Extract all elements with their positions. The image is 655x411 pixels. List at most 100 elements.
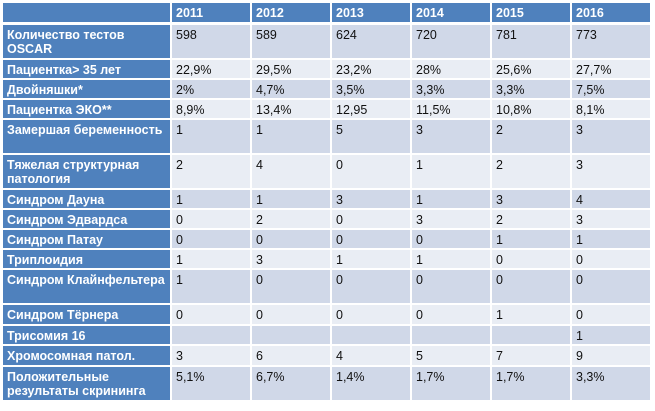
table-cell: 8,9% (172, 100, 252, 120)
year-header-2016: 2016 (572, 3, 652, 25)
table-cell: 4 (252, 155, 332, 190)
table-cell: 2% (172, 80, 252, 100)
table-row: Трисомия 16 1 (3, 326, 652, 346)
table-cell: 1 (412, 190, 492, 210)
table-row: Двойняшки* 2% 4,7% 3,5% 3,3% 3,3% 7,5% (3, 80, 652, 100)
table-cell: 0 (172, 230, 252, 250)
table-cell: 0 (252, 230, 332, 250)
table-cell: 2 (172, 155, 252, 190)
table-cell: 3 (492, 190, 572, 210)
table-cell: 5 (412, 346, 492, 367)
table-cell: 12,95 (332, 100, 412, 120)
table-row: Синдром Тёрнера 0 0 0 0 1 0 (3, 305, 652, 326)
table-row: Тяжелая структурная патология 2 4 0 1 2 … (3, 155, 652, 190)
table-cell: 3 (572, 210, 652, 230)
row-label: Пациентка> 35 лет (3, 60, 172, 80)
table-cell: 0 (172, 305, 252, 326)
table-cell: 589 (252, 25, 332, 60)
table-cell: 0 (572, 270, 652, 305)
row-label: Тяжелая структурная патология (3, 155, 172, 190)
year-header-2014: 2014 (412, 3, 492, 25)
table-row: Триплоидия 1 3 1 1 0 0 (3, 250, 652, 270)
table-cell: 1 (412, 250, 492, 270)
table-cell: 2 (492, 210, 572, 230)
screening-statistics-table: 2011 2012 2013 2014 2015 2016 Количество… (3, 3, 652, 402)
table-cell: 1 (332, 250, 412, 270)
table-cell: 1 (172, 250, 252, 270)
table-cell: 6 (252, 346, 332, 367)
table-cell: 7,5% (572, 80, 652, 100)
table-cell: 1 (572, 230, 652, 250)
table-cell: 6,7% (252, 367, 332, 402)
table-cell: 27,7% (572, 60, 652, 80)
year-header-2012: 2012 (252, 3, 332, 25)
table-cell: 0 (572, 305, 652, 326)
table-cell: 1,7% (492, 367, 572, 402)
table-cell: 0 (332, 270, 412, 305)
table-row: Пациентка> 35 лет 22,9% 29,5% 23,2% 28% … (3, 60, 652, 80)
table-row: Синдром Эдвардса 0 2 0 3 2 3 (3, 210, 652, 230)
table-cell: 3,3% (492, 80, 572, 100)
table-cell: 4,7% (252, 80, 332, 100)
table-cell: 3,3% (572, 367, 652, 402)
table-cell: 5 (332, 120, 412, 155)
table-cell: 1 (492, 305, 572, 326)
table-cell: 3,5% (332, 80, 412, 100)
table-cell: 0 (252, 270, 332, 305)
row-label: Количество тестов OSCAR (3, 25, 172, 60)
table-cell: 11,5% (412, 100, 492, 120)
table-row: Синдром Патау 0 0 0 0 1 1 (3, 230, 652, 250)
table-row: Замершая беременность 1 1 5 3 2 3 (3, 120, 652, 155)
table-cell: 10,8% (492, 100, 572, 120)
year-header-2013: 2013 (332, 3, 412, 25)
table-cell: 0 (332, 230, 412, 250)
table-row: Количество тестов OSCAR 598 589 624 720 … (3, 25, 652, 60)
table-cell: 598 (172, 25, 252, 60)
corner-cell (3, 3, 172, 25)
table-cell: 1 (572, 326, 652, 346)
table-cell: 0 (332, 305, 412, 326)
table-cell: 7 (492, 346, 572, 367)
table-cell: 2 (492, 155, 572, 190)
table-cell: 3 (572, 155, 652, 190)
year-header-2015: 2015 (492, 3, 572, 25)
row-label: Синдром Клайнфельтера (3, 270, 172, 305)
table-cell: 1 (252, 120, 332, 155)
table-row: Хромосомная патол. 3 6 4 5 7 9 (3, 346, 652, 367)
table-cell: 0 (412, 270, 492, 305)
row-label: Синдром Тёрнера (3, 305, 172, 326)
table-cell: 0 (492, 270, 572, 305)
table-cell: 0 (412, 230, 492, 250)
table-cell (332, 326, 412, 346)
table-cell: 29,5% (252, 60, 332, 80)
table-cell: 3 (412, 210, 492, 230)
table-row: Положительные результаты скрининга 5,1% … (3, 367, 652, 402)
table-cell: 3,3% (412, 80, 492, 100)
row-label: Положительные результаты скрининга (3, 367, 172, 402)
table-cell: 3 (172, 346, 252, 367)
table-cell: 1 (172, 190, 252, 210)
table-cell: 0 (492, 250, 572, 270)
table-cell: 1 (492, 230, 572, 250)
table-cell (492, 326, 572, 346)
table-cell: 5,1% (172, 367, 252, 402)
table-cell: 4 (332, 346, 412, 367)
table-cell: 1 (172, 270, 252, 305)
table-cell: 13,4% (252, 100, 332, 120)
table-cell: 0 (332, 210, 412, 230)
table-cell: 4 (572, 190, 652, 210)
table-cell: 0 (572, 250, 652, 270)
table-cell: 1 (412, 155, 492, 190)
row-label: Синдром Дауна (3, 190, 172, 210)
table-row: Синдром Дауна 1 1 3 1 3 4 (3, 190, 652, 210)
table-cell: 1 (172, 120, 252, 155)
table-row: Синдром Клайнфельтера 1 0 0 0 0 0 (3, 270, 652, 305)
table-cell: 9 (572, 346, 652, 367)
table-cell: 0 (252, 305, 332, 326)
table-cell (172, 326, 252, 346)
table-cell: 25,6% (492, 60, 572, 80)
table-cell: 3 (412, 120, 492, 155)
table-cell: 3 (572, 120, 652, 155)
table-cell: 1 (252, 190, 332, 210)
table-cell: 1,4% (332, 367, 412, 402)
